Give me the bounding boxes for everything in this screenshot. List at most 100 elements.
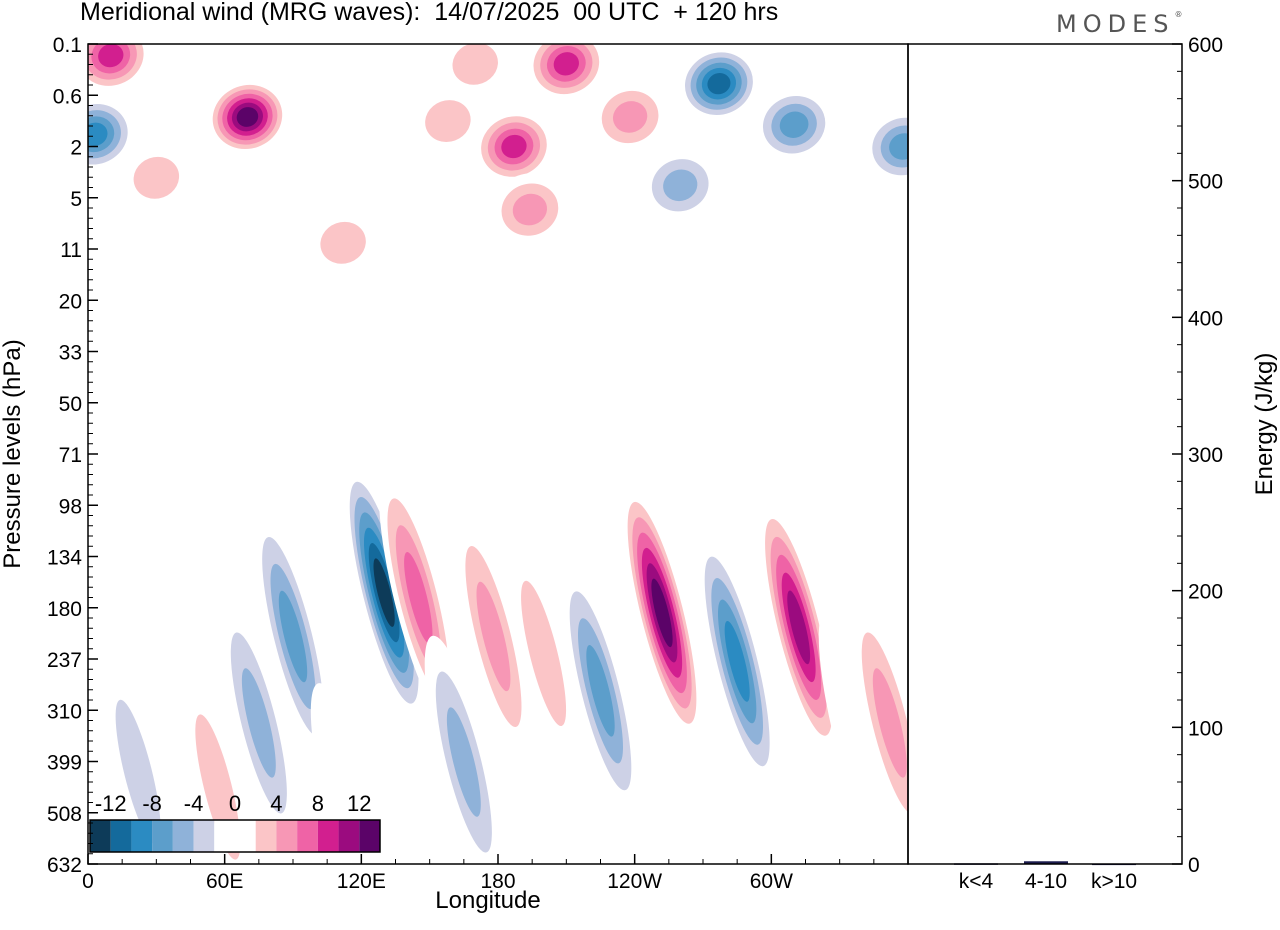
contour-band: [236, 107, 259, 127]
contour-band: [779, 111, 809, 138]
contour-feature: [310, 683, 390, 864]
y-tick-label: 11: [60, 239, 82, 262]
contour-band: [586, 645, 615, 737]
contour-feature: [640, 148, 720, 222]
colorbar-swatch: [276, 820, 298, 852]
x-axis-label: Longitude: [435, 887, 540, 914]
contour-band: [724, 620, 750, 702]
contour-band: [452, 44, 498, 85]
colorbar-swatch: [110, 820, 132, 852]
colorbar-swatch: [131, 820, 153, 852]
contour-feature: [504, 527, 583, 780]
contour-band: [521, 580, 567, 727]
colorbar-swatch: [297, 820, 318, 852]
contour-band: [617, 371, 697, 445]
y-tick-label: 20: [59, 290, 82, 313]
chart-title: Meridional wind (MRG waves): 14/07/2025 …: [80, 0, 779, 26]
contour-feature: [408, 84, 488, 158]
energy-tick-label: 100: [1188, 717, 1223, 740]
y-tick-label: 310: [47, 700, 82, 723]
colorbar-swatch: [152, 820, 173, 852]
contour-band: [818, 608, 898, 862]
contour-feature: [679, 47, 759, 121]
x-tick-label: 120W: [607, 870, 662, 893]
energy-tick-label: 200: [1188, 581, 1223, 604]
colorbar-swatch: [255, 820, 277, 852]
contour-feature: [818, 608, 898, 862]
contour-feature: [344, 466, 424, 719]
contour-band: [373, 558, 395, 627]
colorbar-swatch: [90, 820, 111, 852]
y-axis-label: Pressure levels (hPa): [0, 339, 26, 568]
contour-feature: [490, 173, 570, 247]
y-tick-label: 98: [59, 495, 82, 518]
contour-feature: [698, 535, 777, 788]
x-tick-label: 180: [480, 870, 515, 893]
contour-feature: [526, 259, 606, 333]
contour-band: [404, 552, 433, 644]
energy-tick-label: 500: [1188, 171, 1223, 194]
contour-feature: [88, 97, 135, 171]
contour-feature: [207, 80, 287, 154]
contour-band: [765, 268, 846, 342]
contour-feature: [219, 596, 298, 850]
colorbar-swatch: [193, 820, 215, 852]
colorbar-label: 4: [270, 791, 282, 816]
y-tick-label: 71: [59, 444, 82, 467]
x-tick-label: 60E: [206, 870, 243, 893]
contour-feature: [303, 206, 383, 280]
contour-feature: [622, 486, 702, 740]
energy-category-label: 4-10: [1025, 870, 1067, 893]
modes-logo: MODES®: [1056, 10, 1182, 38]
colorbar-label: -12: [95, 791, 127, 816]
energy-panel: 0 100 200 300 400 500 600 k<4 4-10 k>10 Energy (J/…: [954, 34, 1278, 893]
logo-text: MODES: [1056, 10, 1175, 38]
x-tick-label: 120E: [337, 870, 386, 893]
contour-feature: [526, 44, 606, 101]
y-tick-label: 2: [70, 137, 82, 160]
contour-feature: [590, 80, 670, 154]
contour-feature: [765, 268, 846, 342]
contour-feature: [116, 141, 196, 215]
energy-category-label: k>10: [1091, 870, 1137, 893]
energy-tick-label: 0: [1188, 854, 1200, 877]
colorbar-label: -4: [184, 791, 204, 816]
contour-band: [115, 699, 161, 845]
contour-band: [310, 683, 390, 864]
contour-band: [241, 668, 276, 778]
y-tick-label: 0.6: [53, 85, 82, 108]
contour-feature: [435, 44, 515, 101]
colorbar-label: -8: [142, 791, 162, 816]
energy-frame: [907, 43, 1183, 865]
colorbar-swatch: [317, 820, 339, 852]
contour-band: [707, 73, 731, 95]
colorbar-swatch: [359, 820, 380, 852]
contour-band: [663, 169, 698, 202]
contour-feature: [617, 371, 697, 445]
y-tick-label: 632: [47, 854, 82, 877]
contour-band: [526, 259, 606, 333]
y-tick-label: 180: [47, 598, 82, 621]
contour-band: [446, 707, 481, 817]
energy-category-label: k<4: [959, 870, 994, 893]
y-tick-label: 508: [47, 803, 82, 826]
pressure-longitude-axes: 0.1 0.6 2 5 11 20 33 50 71 98 134 180 237 310 399 508 63…: [0, 34, 875, 914]
colorbar-label: 12: [347, 791, 371, 816]
y-tick-label: 5: [70, 188, 82, 211]
contour-feature: [759, 501, 838, 754]
contour-feature: [754, 88, 834, 162]
contour-band: [476, 581, 511, 692]
y-tick-label: 399: [47, 752, 82, 775]
contour-band: [512, 193, 548, 226]
colorbar-label: 8: [312, 791, 324, 816]
logo-mark: ®: [1174, 10, 1183, 19]
energy-tick-label: 400: [1188, 307, 1223, 330]
energy-axis-label: Energy (J/kg): [1251, 353, 1278, 496]
colorbar-swatch: [235, 820, 256, 852]
contour-feature: [850, 596, 908, 850]
x-tick-label: 60W: [750, 870, 793, 893]
contour-band: [425, 100, 471, 143]
contour-band: [501, 134, 527, 159]
wind-contours: [88, 44, 908, 864]
